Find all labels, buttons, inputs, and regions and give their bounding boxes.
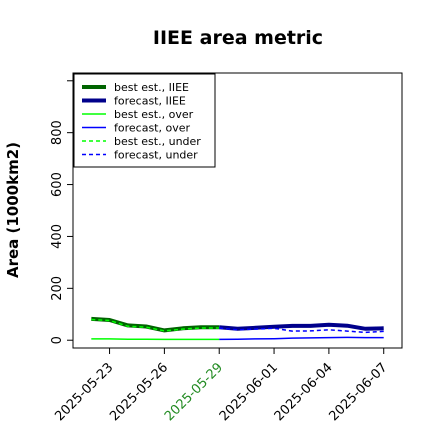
y-tick-label: 800 <box>50 120 65 145</box>
legend-label-2: best est., over <box>114 108 194 121</box>
legend-label-0: best est., IIEE <box>114 81 189 94</box>
y-tick-label: 200 <box>50 276 65 301</box>
series-line-3 <box>219 336 384 341</box>
series-layer <box>91 316 384 341</box>
y-tick-label: 0 <box>50 336 65 344</box>
x-tick-label: 2025-06-01 <box>217 360 281 424</box>
y-tick-label: 600 <box>50 172 65 197</box>
legend-label-5: forecast, under <box>114 149 198 162</box>
series-line-4 <box>91 318 220 332</box>
x-tick-label: 2025-05-23 <box>52 360 116 424</box>
x-tick-label: 2025-05-26 <box>107 360 171 424</box>
y-axis-label: Area (1000km2) <box>4 142 22 278</box>
legend-label-4: best est., under <box>114 135 201 148</box>
x-tick-label: 2025-06-04 <box>272 360 336 424</box>
plot-frame <box>72 72 403 349</box>
x-tick-label: 2025-06-07 <box>327 360 391 424</box>
legend-box <box>73 73 216 168</box>
series-line-2 <box>91 338 220 341</box>
chart-title: IIEE area metric <box>153 27 323 49</box>
legend-label-1: forecast, IIEE <box>114 95 186 108</box>
legend-label-3: forecast, over <box>114 122 190 135</box>
x-axis: 2025-05-232025-05-262025-05-292025-06-01… <box>52 348 391 424</box>
series-line-1 <box>219 322 384 331</box>
y-axis: 0 200 400 600 800 <box>50 80 73 344</box>
y-tick-label: 400 <box>50 224 65 249</box>
x-tick-label: 2025-05-29 <box>162 360 226 424</box>
